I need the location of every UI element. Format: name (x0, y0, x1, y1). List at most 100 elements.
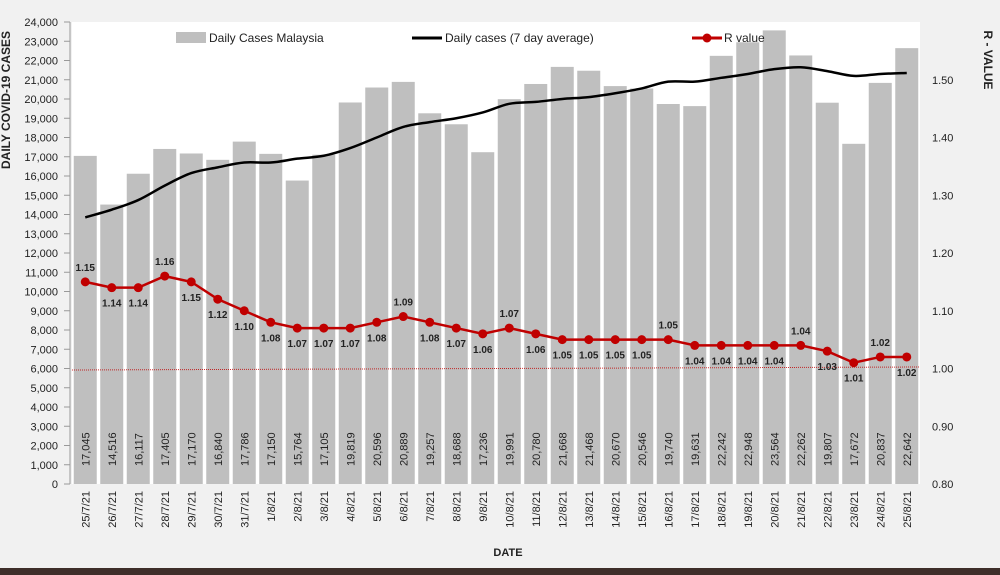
bar-value-label: 19,819 (345, 432, 357, 466)
legend-swatch-r-marker (702, 33, 712, 43)
bar-value-label: 20,670 (610, 432, 622, 466)
r-value-label: 1.08 (261, 333, 281, 344)
r-value-marker (796, 340, 806, 350)
r-value-label: 1.02 (871, 338, 891, 349)
r-value-marker (345, 323, 355, 333)
r-value-label: 1.08 (420, 333, 440, 344)
r-value-label: 1.03 (818, 362, 838, 373)
r-value-marker (425, 317, 435, 327)
bar-daily-cases (73, 155, 97, 485)
legend-swatch-bars (176, 32, 206, 43)
bar-daily-cases (126, 173, 150, 485)
x-axis-title: DATE (493, 547, 522, 559)
y-left-tick-label: 6,000 (30, 364, 58, 376)
y-right-tick-label: 1.20 (932, 248, 953, 260)
r-value-marker (531, 329, 541, 339)
r-value-label: 1.07 (447, 339, 467, 350)
bar-daily-cases (762, 30, 786, 484)
r-value-label: 1.07 (288, 339, 308, 350)
y-right-tick-label: 1.30 (932, 190, 953, 202)
bar-value-label: 17,236 (478, 432, 490, 466)
x-tick-label: 21/8/21 (796, 491, 808, 528)
bar-daily-cases (418, 113, 442, 485)
y-left-tick-label: 18,000 (24, 133, 58, 145)
r-value-label: 1.04 (765, 356, 785, 367)
bar-daily-cases (524, 83, 548, 485)
x-tick-label: 31/7/21 (239, 491, 251, 528)
y-left-tick-label: 24,000 (24, 17, 58, 29)
x-tick-label: 23/8/21 (849, 491, 861, 528)
bar-value-label: 19,631 (690, 432, 702, 466)
x-tick-label: 12/8/21 (557, 491, 569, 528)
r-value-label: 1.04 (712, 356, 732, 367)
y-left-tick-label: 19,000 (24, 113, 58, 125)
bar-value-label: 19,807 (822, 432, 834, 466)
y-axis-right-title: R - VALUE (981, 30, 995, 89)
r-value-marker (584, 335, 594, 345)
bar-daily-cases (100, 204, 124, 484)
x-tick-label: 30/7/21 (213, 491, 225, 528)
r-value-label: 1.05 (659, 321, 679, 332)
r-reference-line (71, 366, 921, 371)
bar-daily-cases (603, 86, 627, 484)
bar-daily-cases (365, 87, 389, 484)
r-value-marker (398, 312, 408, 322)
x-tick-label: 27/7/21 (133, 491, 145, 528)
x-tick-label: 25/8/21 (902, 491, 914, 528)
x-tick-label: 17/8/21 (690, 491, 702, 528)
y-left-tick-label: 4,000 (30, 402, 58, 414)
bar-daily-cases (630, 88, 654, 484)
bar-value-label: 19,991 (504, 432, 516, 466)
y-left-tick-label: 1,000 (30, 460, 58, 472)
r-value-label: 1.15 (182, 293, 202, 304)
y-right-tick-label: 0.80 (932, 479, 953, 491)
r-value-label: 1.04 (685, 356, 705, 367)
bar-value-label: 22,242 (716, 432, 728, 466)
r-value-label: 1.09 (394, 298, 414, 309)
y-left-tick-label: 2,000 (30, 441, 58, 453)
r-value-marker (610, 335, 620, 345)
bar-daily-cases (709, 55, 733, 485)
x-tick-label: 5/8/21 (372, 491, 384, 522)
r-value-marker (637, 335, 647, 345)
r-value-label: 1.08 (367, 333, 387, 344)
r-value-label: 1.05 (632, 351, 652, 362)
bar-value-label: 19,740 (663, 432, 675, 466)
bar-value-label: 20,546 (637, 432, 649, 466)
r-value-marker (504, 323, 514, 333)
bar-value-label: 15,764 (292, 432, 304, 466)
y-left-tick-label: 12,000 (24, 248, 58, 260)
bar-daily-cases (868, 82, 892, 484)
r-value-label: 1.06 (473, 345, 493, 356)
x-tick-label: 2/8/21 (292, 491, 304, 522)
r-value-marker (213, 294, 223, 304)
r-value-label: 1.10 (235, 322, 255, 333)
bar-value-label: 14,516 (107, 432, 119, 466)
r-value-marker (743, 340, 753, 350)
y-left-tick-label: 22,000 (24, 56, 58, 68)
bar-daily-cases (656, 104, 680, 484)
bar-value-label: 17,672 (849, 432, 861, 466)
y-left-tick-label: 3,000 (30, 421, 58, 433)
r-value-marker (319, 323, 329, 333)
bar-value-label: 22,642 (902, 432, 914, 466)
r-value-label: 1.15 (76, 263, 96, 274)
legend-label-average: Daily cases (7 day average) (445, 31, 594, 45)
legend-label-bars: Daily Cases Malaysia (209, 31, 324, 45)
y-left-tick-label: 8,000 (30, 325, 58, 337)
bar-value-label: 20,889 (398, 432, 410, 466)
bar-daily-cases (736, 42, 760, 484)
x-tick-label: 28/7/21 (160, 491, 172, 528)
r-value-label: 1.05 (606, 351, 626, 362)
bar-daily-cases (391, 81, 415, 484)
y-left-tick-label: 20,000 (24, 94, 58, 106)
r-value-marker (160, 271, 170, 281)
r-value-label: 1.02 (897, 368, 917, 379)
bar-daily-cases (312, 154, 336, 484)
y-right-tick-label: 1.00 (932, 364, 953, 376)
r-value-label: 1.07 (314, 339, 334, 350)
y-axis-left-title: DAILY COVID-19 CASES (0, 31, 13, 169)
bar-value-label: 18,688 (451, 432, 463, 466)
r-value-label: 1.07 (341, 339, 361, 350)
